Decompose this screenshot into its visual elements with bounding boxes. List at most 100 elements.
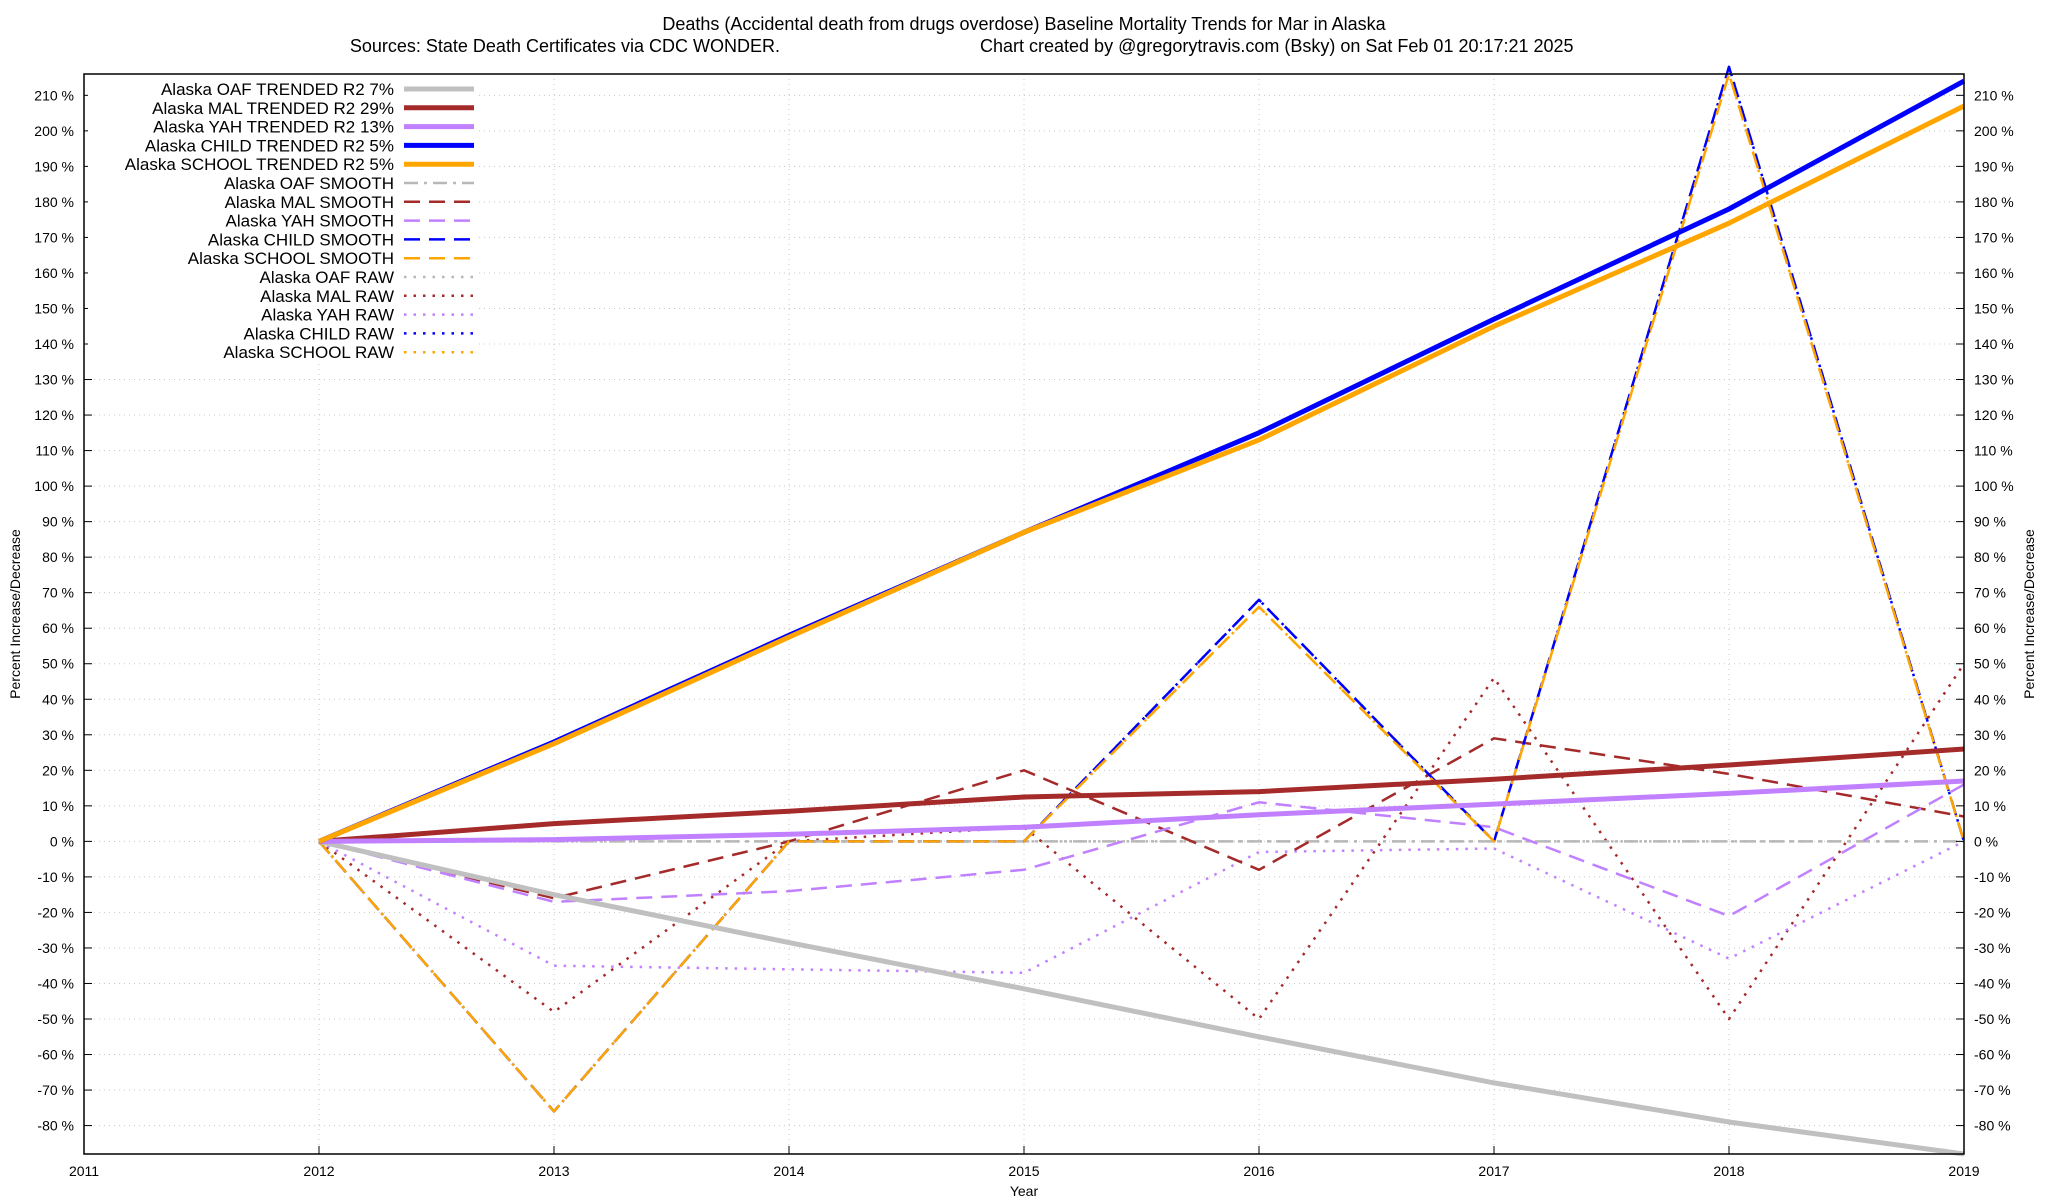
- legend-entry-label: Alaska CHILD SMOOTH: [208, 230, 394, 249]
- y-tick-label-left: 210 %: [34, 87, 74, 103]
- y-tick-label-left: 20 %: [42, 762, 74, 778]
- legend-entry-label: Alaska SCHOOL TRENDED R2 5%: [125, 155, 394, 174]
- y-tick-label-right: 10 %: [1974, 798, 2006, 814]
- legend-entry-label: Alaska CHILD RAW: [243, 324, 394, 343]
- series-group: [318, 65, 1966, 1157]
- y-tick-label-right: 180 %: [1974, 194, 2014, 210]
- y-tick-label-right: 160 %: [1974, 265, 2014, 281]
- y-tick-label-left: 30 %: [42, 727, 74, 743]
- chart-subtitle-left: Sources: State Death Certificates via CD…: [350, 36, 780, 56]
- y-tick-label-right: 70 %: [1974, 585, 2006, 601]
- y-tick-label-right: 30 %: [1974, 727, 2006, 743]
- y-tick-label-right: -70 %: [1974, 1082, 2011, 1098]
- y-tick-label-left: -50 %: [37, 1011, 74, 1027]
- series-line: [318, 746, 1965, 844]
- legend-entry-label: Alaska MAL TRENDED R2 29%: [152, 99, 394, 118]
- y-tick-label-right: 20 %: [1974, 762, 2006, 778]
- series-line: [318, 838, 1965, 1157]
- y-tick-label-left: 70 %: [42, 585, 74, 601]
- legend-entry-label: Alaska SCHOOL SMOOTH: [188, 249, 394, 268]
- x-tick-label: 2012: [303, 1163, 334, 1179]
- legend-entry-label: Alaska YAH SMOOTH: [226, 212, 394, 231]
- series-line: [318, 737, 1965, 900]
- y-tick-label-left: -70 %: [37, 1082, 74, 1098]
- y-tick-label-right: 90 %: [1974, 514, 2006, 530]
- y-tick-label-right: 100 %: [1974, 478, 2014, 494]
- y-tick-label-right: 50 %: [1974, 656, 2006, 672]
- y-tick-label-left: -60 %: [37, 1047, 74, 1063]
- chart-subtitle-right: Chart created by @gregorytravis.com (Bsk…: [980, 36, 1574, 56]
- legend: Alaska OAF TRENDED R2 7%Alaska MAL TREND…: [125, 80, 474, 362]
- y-tick-label-right: 110 %: [1974, 443, 2013, 459]
- y-tick-label-left: 10 %: [42, 798, 74, 814]
- y-tick-label-left: 180 %: [34, 194, 74, 210]
- x-tick-label: 2013: [538, 1163, 569, 1179]
- y-tick-label-left: 130 %: [34, 372, 74, 388]
- y-tick-label-right: 80 %: [1974, 549, 2006, 565]
- legend-entry-label: Alaska YAH TRENDED R2 13%: [153, 118, 394, 137]
- legend-entry-label: Alaska MAL RAW: [260, 287, 394, 306]
- y-tick-label-left: 50 %: [42, 656, 74, 672]
- y-tick-label-right: 130 %: [1974, 372, 2014, 388]
- legend-entry-label: Alaska CHILD TRENDED R2 5%: [145, 136, 394, 155]
- y-tick-label-right: 150 %: [1974, 300, 2014, 316]
- y-tick-label-left: 140 %: [34, 336, 74, 352]
- y-tick-label-left: 110 %: [35, 443, 74, 459]
- y-tick-label-right: 140 %: [1974, 336, 2014, 352]
- y-tick-label-left: -10 %: [37, 869, 74, 885]
- y-tick-label-left: 100 %: [34, 478, 74, 494]
- legend-entry-label: Alaska OAF TRENDED R2 7%: [161, 80, 394, 99]
- y-tick-label-right: 200 %: [1974, 123, 2014, 139]
- y-tick-label-right: 0 %: [1974, 833, 1998, 849]
- y-tick-label-right: 190 %: [1974, 158, 2014, 174]
- y-tick-label-left: -20 %: [37, 904, 74, 920]
- x-tick-label: 2018: [1713, 1163, 1744, 1179]
- series-line: [318, 840, 1965, 975]
- series-line: [318, 65, 1966, 1113]
- x-tick-label: 2019: [1948, 1163, 1979, 1179]
- y-tick-label-right: -50 %: [1974, 1011, 2011, 1027]
- y-tick-label-left: 60 %: [42, 620, 74, 636]
- series-line: [318, 783, 1965, 918]
- y-tick-label-right: -60 %: [1974, 1047, 2011, 1063]
- y-tick-label-left: 160 %: [34, 265, 74, 281]
- y-axis-label-left: Percent Increase/Decrease: [7, 529, 23, 699]
- x-axis: 2011 2012 2013 2014 2015 2016 2017 2018 2019: [69, 1146, 1980, 1179]
- x-tick-label: 2014: [773, 1163, 804, 1179]
- y-tick-label-left: 200 %: [34, 123, 74, 139]
- y-tick-label-left: 40 %: [42, 691, 74, 707]
- y-tick-label-left: 190 %: [34, 158, 74, 174]
- y-tick-label-left: -30 %: [37, 940, 74, 956]
- x-tick-label: 2015: [1008, 1163, 1039, 1179]
- y-tick-label-right: -40 %: [1974, 975, 2011, 991]
- y-tick-label-right: -20 %: [1974, 904, 2011, 920]
- legend-entry-label: Alaska YAH RAW: [261, 306, 394, 325]
- chart-title: Deaths (Accidental death from drugs over…: [662, 14, 1386, 34]
- y-tick-label-left: 0 %: [50, 833, 74, 849]
- y-tick-label-left: 90 %: [42, 514, 74, 530]
- y-tick-label-right: 120 %: [1974, 407, 2014, 423]
- y-tick-label-right: 40 %: [1974, 691, 2006, 707]
- y-tick-label-right: 170 %: [1974, 229, 2014, 245]
- x-tick-label: 2016: [1243, 1163, 1274, 1179]
- series-line: [318, 103, 1966, 844]
- x-tick-label: 2011: [69, 1163, 99, 1179]
- y-tick-label-right: -10 %: [1974, 869, 2011, 885]
- legend-entry-label: Alaska OAF RAW: [260, 268, 394, 287]
- y-tick-label-left: 80 %: [42, 549, 74, 565]
- y-tick-label-right: -30 %: [1974, 940, 2011, 956]
- y-tick-label-left: 120 %: [34, 407, 74, 423]
- y-tick-label-right: 210 %: [1974, 87, 2014, 103]
- y-axis-left: 210 % 200 % 190 % 180 % 170 % 160 % 150 % 140 %…: [34, 87, 92, 1134]
- series-line: [318, 72, 1966, 1113]
- series-line: [318, 778, 1965, 844]
- y-axis-label-right: Percent Increase/Decrease: [2021, 529, 2037, 699]
- y-tick-label-left: -40 %: [37, 975, 74, 991]
- x-tick-label: 2017: [1478, 1163, 1509, 1179]
- series-line: [318, 65, 1966, 1113]
- y-axis-right: 210 % 200 % 190 % 180 % 170 % 160 % 150 % 140 %…: [1956, 87, 2014, 1134]
- y-tick-label-left: 170 %: [34, 229, 74, 245]
- y-tick-label-right: 60 %: [1974, 620, 2006, 636]
- y-tick-label-left: -80 %: [37, 1118, 74, 1134]
